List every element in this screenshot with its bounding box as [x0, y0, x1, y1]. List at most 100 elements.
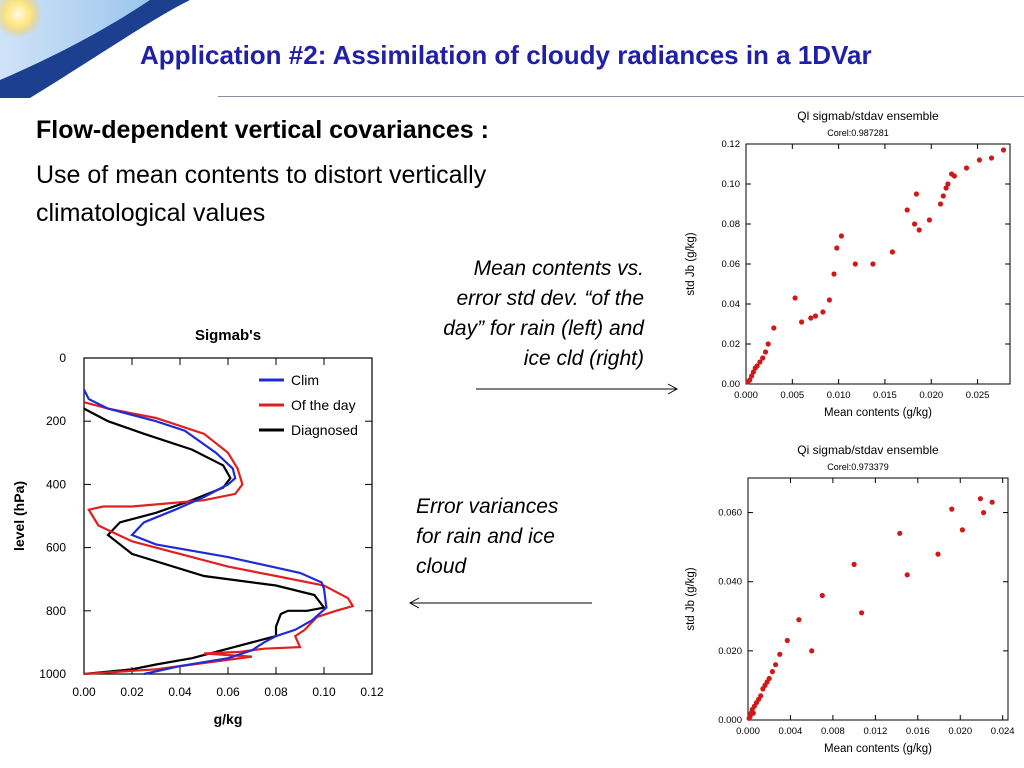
scatter-point: [897, 530, 903, 536]
scatter-point: [819, 592, 825, 599]
x-tick-label: 0.008: [821, 726, 845, 737]
scatter-point: [809, 648, 815, 654]
x-tick-label: 0.015: [873, 390, 897, 401]
annotation-bottom: Error variances for rain and ice cloud: [416, 492, 616, 582]
legend-label: Clim: [291, 372, 319, 388]
scatter-point: [963, 165, 970, 171]
plot-frame: [747, 477, 1009, 721]
chart-title: Qi sigmab/stdav ensemble: [797, 443, 939, 457]
scatter-point: [870, 261, 876, 267]
scatter-point: [750, 710, 756, 716]
scatter-point: [771, 325, 777, 331]
y-tick-label: 0: [59, 351, 66, 365]
scatter-point: [940, 193, 946, 199]
scatter-point: [912, 221, 918, 227]
scatter-point: [937, 201, 944, 207]
scatter-point: [808, 315, 814, 321]
scatter-point: [945, 181, 951, 187]
scatter-point: [799, 319, 805, 325]
scatter-point: [750, 369, 756, 375]
y-tick-label: 0.02: [722, 339, 741, 350]
scatter-point: [959, 527, 965, 533]
series-line-of-the-day: [83, 401, 355, 676]
x-tick-label: 0.010: [827, 390, 851, 401]
annotation-line: day” for rain (left) and: [443, 317, 644, 340]
arrow-left-icon: [408, 597, 592, 609]
scatter-point: [769, 669, 775, 675]
scatter-point: [834, 245, 840, 251]
scatter-point: [949, 506, 955, 512]
title-divider: [218, 96, 1024, 97]
annotation-line: cloud: [416, 555, 467, 578]
body-line: Use of mean contents to distort vertical…: [36, 161, 487, 189]
y-axis-label: std Jb (g/kg): [685, 232, 697, 295]
y-tick-label: 0.000: [718, 715, 742, 726]
scatter-point: [951, 173, 957, 179]
scatter-point: [916, 227, 922, 233]
scatter-point: [757, 359, 763, 365]
y-tick-label: 0.12: [722, 139, 741, 150]
y-tick-label: 200: [46, 414, 66, 428]
body-line: climatological values: [36, 199, 266, 227]
chart-title: Sigmab's: [195, 327, 261, 344]
y-axis-label: level (hPa): [11, 481, 27, 551]
y-tick-label: 400: [46, 477, 66, 491]
y-axis-label: std Jb (g/kg): [685, 567, 697, 630]
scatter-point: [976, 157, 982, 163]
arrow-right-icon: [476, 383, 679, 395]
scatter-point: [796, 617, 802, 623]
annotation-top: Mean contents vs. error std dev. “of the…: [380, 254, 644, 374]
scatter-point: [773, 662, 779, 668]
x-tick-label: 0.005: [780, 390, 804, 401]
x-tick-label: 0.024: [991, 726, 1015, 737]
scatter-point: [943, 185, 949, 191]
y-tick-label: 0.040: [718, 577, 742, 588]
scatter-point: [812, 313, 819, 319]
scatter-point: [1000, 147, 1007, 153]
scatter-point: [852, 261, 858, 267]
y-tick-label: 0.020: [718, 646, 742, 657]
x-axis-label: Mean contents (g/kg): [824, 743, 932, 755]
chart-subtitle: Corel:0.973379: [827, 462, 889, 472]
legend-label: Of the day: [291, 397, 356, 413]
scatter-point: [851, 561, 857, 567]
qi-scatter-chart: Qi sigmab/stdav ensemble Corel:0.973379 0.…: [685, 443, 1015, 755]
scatter-point: [766, 675, 772, 682]
scatter-point: [747, 377, 753, 383]
y-tick-label: 0.06: [722, 259, 741, 270]
scatter-point: [762, 349, 769, 355]
x-tick-label: 0.004: [779, 726, 803, 737]
annotation-line: error std dev. “of the: [456, 287, 644, 310]
x-tick-label: 0.000: [734, 390, 758, 401]
scatter-point: [926, 217, 932, 223]
x-tick-label: 0.000: [736, 726, 760, 737]
scatter-point: [889, 249, 895, 255]
scatter-point: [826, 297, 832, 303]
scatter-point: [904, 207, 910, 213]
series-line-clim: [83, 389, 328, 676]
scatter-point: [904, 572, 910, 578]
y-tick-label: 0.08: [722, 219, 741, 230]
y-tick-label: 0.00: [722, 379, 741, 390]
x-tick-label: 0.06: [216, 685, 240, 699]
x-tick-label: 0.016: [906, 726, 930, 737]
x-axis-label: Mean contents (g/kg): [824, 407, 932, 419]
scatter-point: [989, 499, 995, 505]
y-tick-label: 0.04: [722, 299, 741, 310]
logo: [0, 0, 190, 98]
chart-subtitle: Corel:0.987281: [827, 128, 889, 138]
ql-scatter-chart: Ql sigmab/stdav ensemble Corel:0.987281 0.…: [685, 109, 1011, 419]
scatter-point: [859, 610, 865, 616]
y-tick-label: 1000: [39, 667, 66, 681]
subheading: Flow-dependent vertical covariances :: [36, 116, 489, 144]
sigmab-line-chart: Sigmab's 0.00 0.02 0.04 0.06 0.08 0.10 0.12 0 200…: [11, 327, 384, 727]
x-tick-label: 0.12: [360, 685, 384, 699]
scatter-point: [820, 309, 826, 315]
scatter-point: [777, 651, 783, 657]
annotation-line: Mean contents vs.: [473, 257, 644, 280]
y-tick-label: 800: [46, 604, 66, 618]
body-text: Use of mean contents to distort vertical…: [36, 156, 636, 232]
scatter-point: [765, 341, 771, 347]
scatter-point: [792, 295, 798, 301]
